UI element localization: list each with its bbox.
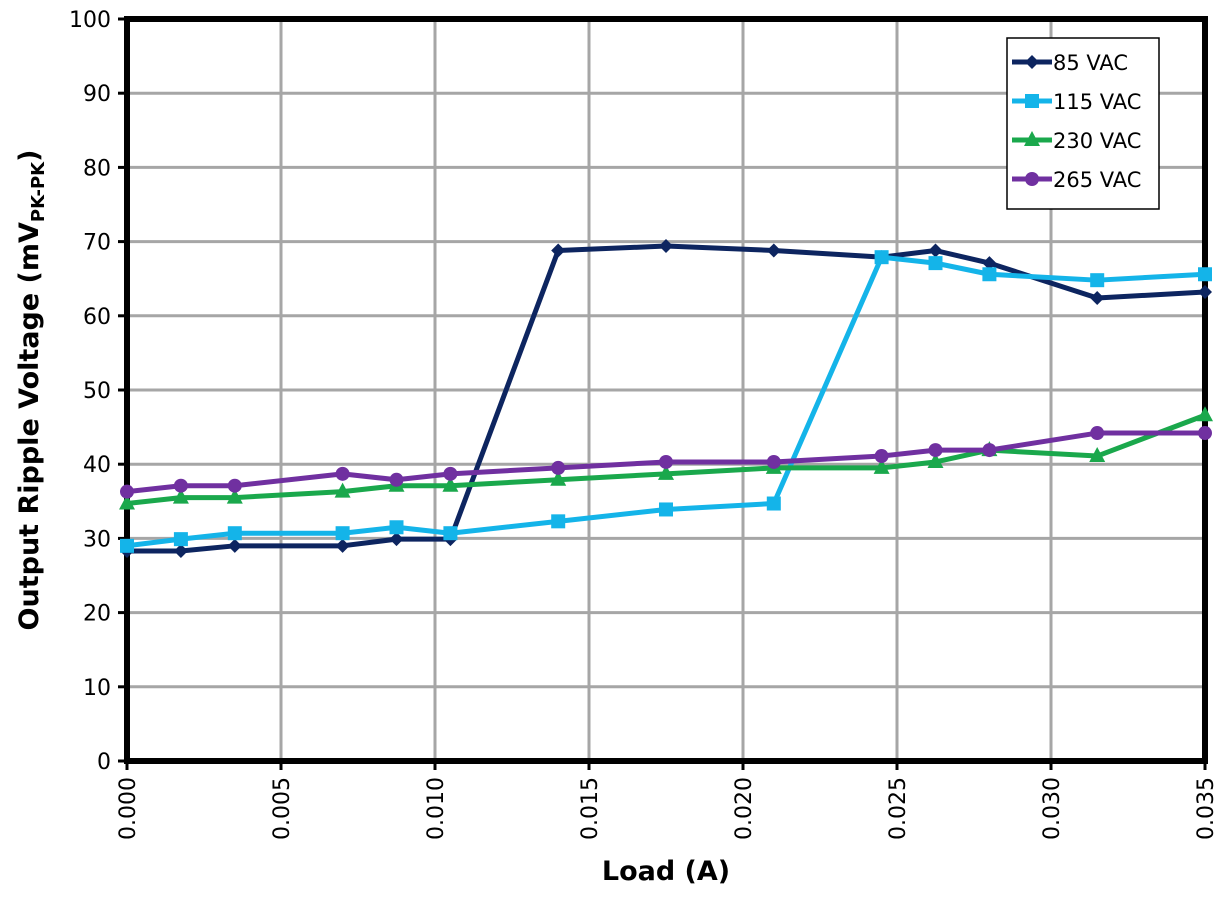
legend: 85 VAC 115 VAC 230 VAC 265 VAC (1006, 37, 1160, 210)
data-point-3-0 (120, 484, 134, 499)
legend-label-2: 230 VAC (1053, 129, 1141, 153)
data-point-3-9 (874, 449, 889, 464)
data-point-2-13 (1197, 406, 1213, 422)
series-0 (120, 239, 1212, 559)
data-point-1-10 (928, 256, 943, 271)
data-point-0-8 (766, 243, 781, 258)
data-point-3-8 (766, 454, 781, 469)
data-point-3-12 (1090, 426, 1105, 441)
y-axis-title-suffix: ) (14, 150, 45, 162)
data-point-2-12 (1089, 447, 1106, 463)
x-tick-label-7: 0.035 (1194, 777, 1219, 840)
data-point-1-12 (1090, 273, 1105, 288)
legend-marker-3 (1025, 172, 1039, 186)
data-point-2-2 (226, 488, 243, 504)
data-point-1-0 (120, 538, 134, 553)
series-layer (119, 239, 1213, 559)
data-point-0-12 (1090, 290, 1105, 305)
x-tick-label-6: 0.030 (1040, 777, 1065, 840)
data-point-3-4 (389, 472, 404, 487)
data-point-3-13 (1198, 426, 1212, 441)
x-axis-title-text: Load (A) (602, 856, 730, 887)
grid (127, 19, 1205, 761)
axis-ticks: 0 10 20 30 40 50 60 70 80 90 100 0.000 0.005 0.010 0.0… (69, 8, 1219, 840)
data-point-3-11 (982, 443, 997, 458)
series-3 (120, 426, 1212, 499)
data-point-0-11 (982, 256, 997, 271)
data-point-3-2 (227, 478, 242, 493)
data-point-3-1 (173, 478, 188, 493)
y-tick-label-5: 50 (83, 379, 111, 404)
y-tick-label-8: 80 (83, 156, 111, 181)
data-point-1-11 (982, 267, 997, 282)
data-point-3-6 (551, 460, 566, 475)
legend-label-3: 265 VAC (1053, 168, 1141, 192)
y-tick-label-0: 0 (97, 750, 111, 775)
x-tick-label-0: 0.000 (116, 777, 141, 840)
y-tick-label-9: 90 (83, 82, 111, 107)
y-axis-title-text: Output Ripple Voltage (mV (14, 222, 45, 630)
series-1 (120, 250, 1212, 553)
data-point-2-5 (442, 476, 459, 492)
data-point-0-10 (928, 243, 943, 258)
data-point-2-1 (172, 488, 189, 504)
data-point-2-10 (927, 452, 944, 468)
y-axis-title-subscript: PK-PK (28, 161, 49, 222)
data-point-0-7 (659, 239, 673, 254)
data-point-0-3 (335, 538, 350, 553)
series-line-0 (127, 243, 1206, 554)
legend-marker-2 (1024, 131, 1040, 146)
y-tick-label-2: 20 (83, 602, 111, 627)
x-tick-label-5: 0.025 (886, 777, 911, 840)
data-point-0-13 (1198, 285, 1212, 300)
data-point-1-4 (389, 520, 404, 535)
y-tick-label-6: 60 (83, 305, 111, 330)
data-point-2-0 (119, 494, 135, 510)
data-point-0-2 (227, 538, 242, 553)
data-point-3-7 (659, 454, 673, 469)
data-point-3-10 (928, 443, 943, 458)
y-tick-label-10: 100 (69, 8, 111, 33)
data-point-1-9 (874, 250, 889, 265)
x-axis-title: Load (A) (602, 856, 730, 887)
data-point-2-6 (550, 470, 567, 486)
data-point-1-3 (335, 526, 350, 541)
series-line-1 (126, 254, 1206, 549)
x-tick-label-4: 0.020 (732, 777, 757, 840)
x-tick-label-3: 0.015 (578, 777, 603, 840)
series-line-3 (126, 430, 1205, 495)
y-axis-title: Output Ripple Voltage (mVPK-PK) (14, 150, 49, 631)
data-point-1-7 (659, 502, 673, 517)
y-tick-label-4: 40 (83, 453, 111, 478)
data-point-3-3 (335, 466, 350, 481)
data-point-2-9 (873, 458, 890, 474)
data-point-2-7 (658, 464, 674, 480)
y-tick-label-3: 30 (83, 527, 111, 552)
data-point-1-5 (443, 526, 458, 541)
data-point-1-8 (766, 496, 781, 511)
legend-marker-1 (1025, 94, 1039, 108)
x-tick-label-2: 0.010 (424, 777, 449, 840)
data-point-1-6 (551, 514, 566, 529)
data-point-1-2 (227, 526, 242, 541)
x-tick-label-1: 0.005 (270, 777, 295, 840)
data-point-2-3 (334, 482, 351, 498)
data-point-1-1 (173, 532, 188, 547)
legend-label-0: 85 VAC (1053, 51, 1128, 75)
data-point-3-5 (443, 466, 458, 481)
data-point-0-4 (389, 532, 404, 547)
data-point-0-6 (551, 243, 566, 258)
data-point-1-13 (1198, 267, 1212, 282)
legend-label-1: 115 VAC (1053, 90, 1141, 114)
legend-marker-0 (1025, 55, 1039, 69)
y-tick-label-7: 70 (83, 231, 111, 256)
data-point-0-1 (173, 544, 188, 559)
y-tick-label-1: 10 (83, 676, 111, 701)
